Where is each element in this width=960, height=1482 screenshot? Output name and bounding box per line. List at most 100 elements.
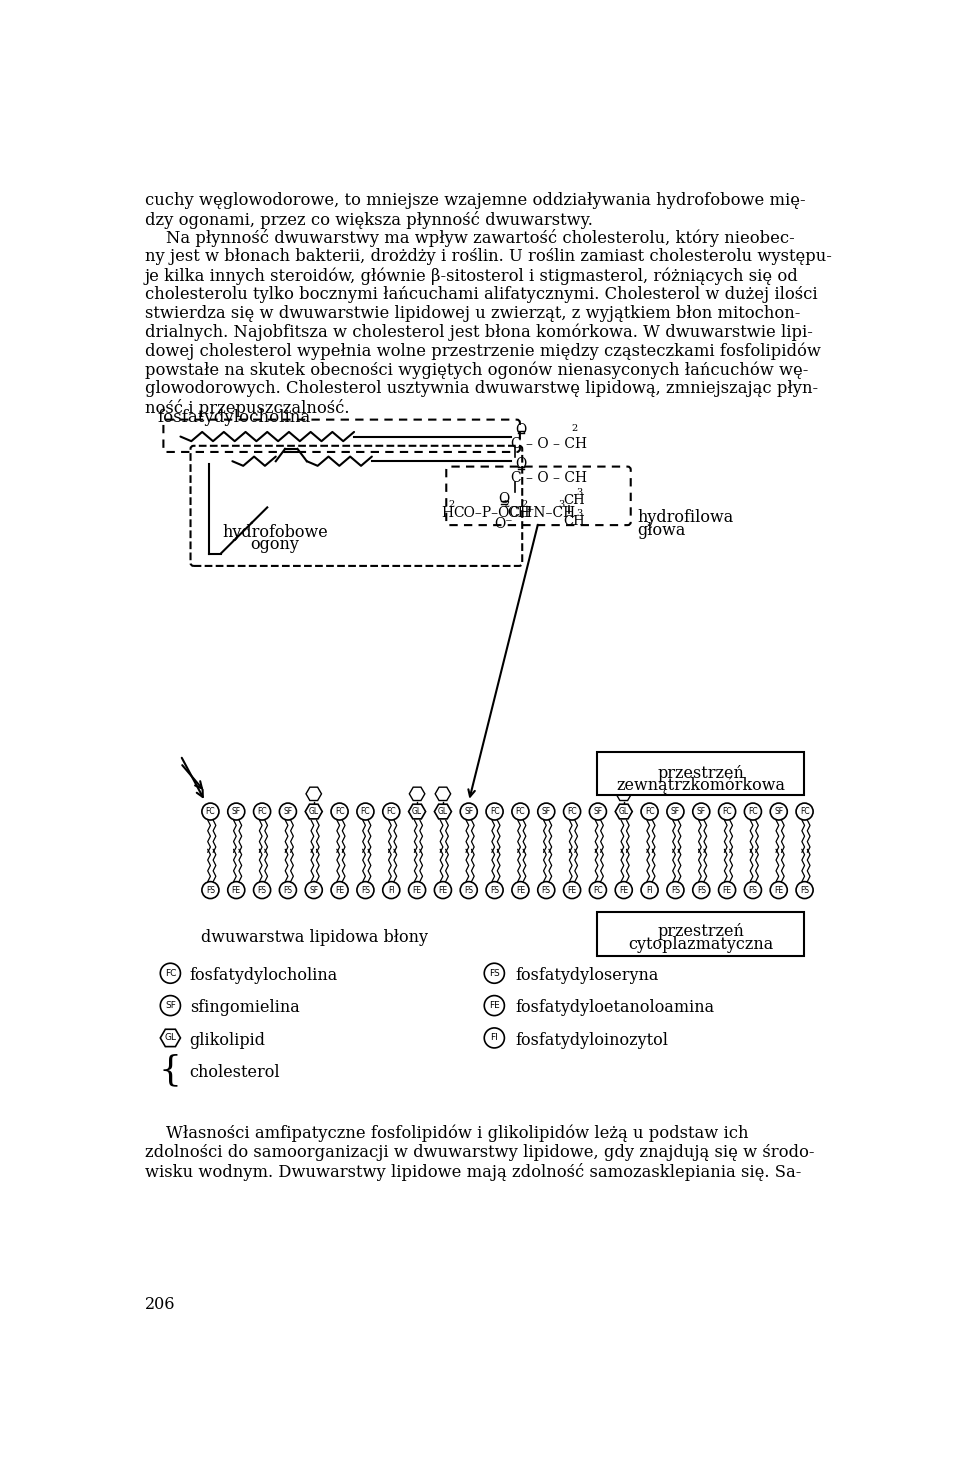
Text: FE: FE <box>516 886 525 895</box>
Text: FS: FS <box>257 886 267 895</box>
Text: zewnątrzkomórkowa: zewnątrzkomórkowa <box>616 777 785 794</box>
Text: glikolipid: glikolipid <box>190 1031 266 1049</box>
Text: dwuwarstwa lipidowa błony: dwuwarstwa lipidowa błony <box>202 929 428 946</box>
Circle shape <box>744 803 761 820</box>
Text: FE: FE <box>774 886 783 895</box>
Text: FC: FC <box>165 969 176 978</box>
Text: sfingomielina: sfingomielina <box>190 999 300 1017</box>
Text: 2: 2 <box>448 499 455 508</box>
Text: GL: GL <box>412 808 422 817</box>
Text: cuchy węglowodorowe, to mniejsze wzajemne oddziaływania hydrofobowe mię-: cuchy węglowodorowe, to mniejsze wzajemn… <box>145 191 805 209</box>
Text: FE: FE <box>439 886 447 895</box>
Text: głowa: głowa <box>637 522 686 539</box>
Text: fosfatydyloinozytol: fosfatydyloinozytol <box>516 1031 668 1049</box>
Text: O: O <box>516 422 526 437</box>
Text: FC: FC <box>567 808 577 817</box>
Circle shape <box>564 882 581 898</box>
Circle shape <box>538 882 555 898</box>
Text: fosfatydylocholina: fosfatydylocholina <box>157 409 310 425</box>
Circle shape <box>279 803 297 820</box>
FancyBboxPatch shape <box>597 913 804 956</box>
Text: SF: SF <box>774 808 783 817</box>
Text: hydrofobowe: hydrofobowe <box>222 525 328 541</box>
Text: ⁺N–CH: ⁺N–CH <box>526 505 575 520</box>
Text: FC: FC <box>361 808 371 817</box>
Circle shape <box>486 803 503 820</box>
Text: FS: FS <box>361 886 370 895</box>
Circle shape <box>331 882 348 898</box>
Circle shape <box>796 882 813 898</box>
Text: Własności amfipatyczne fosfolipidów i glikolipidów leżą u podstaw ich: Własności amfipatyczne fosfolipidów i gl… <box>145 1125 748 1143</box>
Text: FE: FE <box>335 886 344 895</box>
Text: FS: FS <box>697 886 706 895</box>
Text: SF: SF <box>671 808 680 817</box>
Circle shape <box>202 803 219 820</box>
Text: stwierdza się w dwuwarstwie lipidowej u zwierząt, z wyjątkiem błon mitochon-: stwierdza się w dwuwarstwie lipidowej u … <box>145 305 801 322</box>
Circle shape <box>357 803 374 820</box>
Text: SF: SF <box>165 1000 176 1011</box>
Text: SF: SF <box>541 808 551 817</box>
Circle shape <box>279 882 297 898</box>
Text: GL: GL <box>438 808 448 817</box>
Text: O⁻: O⁻ <box>494 517 513 531</box>
Circle shape <box>667 882 684 898</box>
Text: glowodorowych. Cholesterol usztywnia dwuwarstwę lipidową, zmniejszając płyn-: glowodorowych. Cholesterol usztywnia dwu… <box>145 381 818 397</box>
Circle shape <box>228 882 245 898</box>
Text: fosfatydyloetanoloamina: fosfatydyloetanoloamina <box>516 999 714 1017</box>
Circle shape <box>538 803 555 820</box>
Text: FE: FE <box>567 886 577 895</box>
Text: FI: FI <box>491 1033 498 1042</box>
Text: FI: FI <box>646 886 653 895</box>
Text: FC: FC <box>335 808 345 817</box>
Text: GL: GL <box>618 808 629 817</box>
Text: FS: FS <box>800 886 809 895</box>
Circle shape <box>228 803 245 820</box>
Text: GL: GL <box>164 1033 177 1042</box>
Text: FC: FC <box>748 808 757 817</box>
Circle shape <box>160 963 180 983</box>
Text: FC: FC <box>800 808 809 817</box>
Text: FC: FC <box>205 808 215 817</box>
Circle shape <box>160 996 180 1015</box>
Text: FS: FS <box>541 886 551 895</box>
Text: SF: SF <box>697 808 706 817</box>
Text: FS: FS <box>489 969 500 978</box>
Text: SF: SF <box>309 886 319 895</box>
Circle shape <box>484 1029 504 1048</box>
Text: Na płynność dwuwarstwy ma wpływ zawartość cholesterolu, który nieobec-: Na płynność dwuwarstwy ma wpływ zawartoś… <box>145 230 795 247</box>
Circle shape <box>564 803 581 820</box>
Text: FE: FE <box>489 1000 500 1011</box>
Circle shape <box>693 882 709 898</box>
Circle shape <box>484 963 504 983</box>
Text: dzy ogonami, przez co większa płynność dwuwarstwy.: dzy ogonami, przez co większa płynność d… <box>145 210 592 228</box>
Text: FI: FI <box>388 886 395 895</box>
Text: ny jest w błonach bakterii, drożdży i roślin. U roślin zamiast cholesterolu wyst: ny jest w błonach bakterii, drożdży i ro… <box>145 249 831 265</box>
Text: FS: FS <box>671 886 680 895</box>
Text: FC: FC <box>722 808 732 817</box>
Text: O: O <box>516 458 526 471</box>
Text: drialnych. Najobfitsza w cholesterol jest błona komórkowa. W dwuwarstwie lipi-: drialnych. Najobfitsza w cholesterol jes… <box>145 323 813 341</box>
Circle shape <box>460 803 477 820</box>
Text: hydrofilowa: hydrofilowa <box>637 508 734 526</box>
Circle shape <box>331 803 348 820</box>
Text: wisku wodnym. Dwuwarstwy lipidowe mają zdolność samozasklepiania się. Sa-: wisku wodnym. Dwuwarstwy lipidowe mają z… <box>145 1163 802 1181</box>
Circle shape <box>383 882 399 898</box>
Circle shape <box>305 882 323 898</box>
Circle shape <box>641 803 659 820</box>
Circle shape <box>770 882 787 898</box>
Circle shape <box>770 803 787 820</box>
Circle shape <box>718 882 735 898</box>
Text: 206: 206 <box>145 1295 176 1313</box>
Text: SF: SF <box>593 808 603 817</box>
Text: 2: 2 <box>504 499 510 508</box>
Text: FC: FC <box>516 808 525 817</box>
Text: przestrzeń: przestrzeń <box>657 923 744 940</box>
Text: FS: FS <box>205 886 215 895</box>
Text: 2: 2 <box>521 499 528 508</box>
Text: 3: 3 <box>559 499 564 508</box>
Text: SF: SF <box>231 808 241 817</box>
Text: powstałe na skutek obecności wygiętych ogonów nienasyconych łańcuchów wę-: powstałe na skutek obecności wygiętych o… <box>145 362 808 379</box>
Text: {: { <box>158 1054 181 1088</box>
Text: cholesterolu tylko bocznymi łańcuchami alifatycznymi. Cholesterol w dużej ilości: cholesterolu tylko bocznymi łańcuchami a… <box>145 286 817 302</box>
Circle shape <box>589 803 607 820</box>
